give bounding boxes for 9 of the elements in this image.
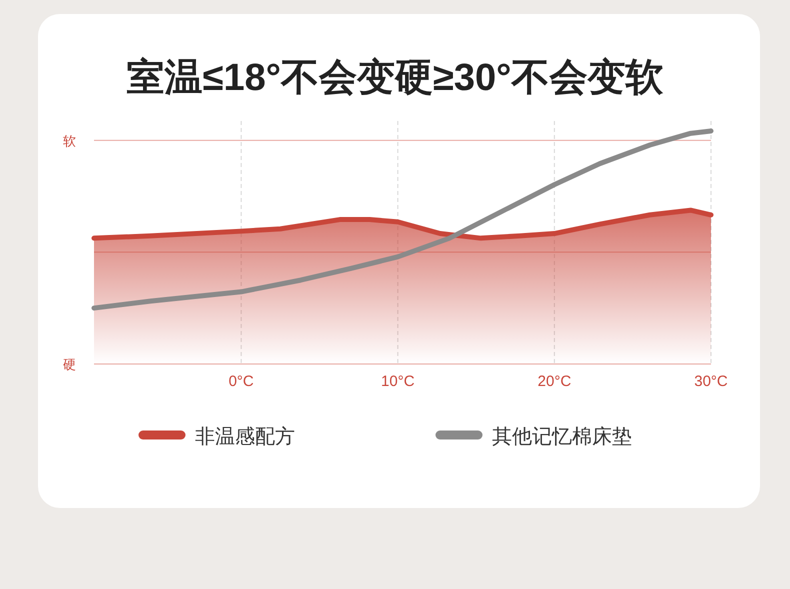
x-tick-label: 0°C: [228, 373, 254, 390]
legend-label: 非温感配方: [195, 425, 295, 448]
x-tick-label: 10°C: [381, 373, 415, 390]
ref-line-label: 软: [63, 133, 76, 148]
chart-title: 室温≤18°不会变硬≥30°不会变软: [126, 56, 664, 99]
legend-label: 其他记忆棉床垫: [492, 426, 632, 448]
x-tick-label: 30°C: [694, 373, 728, 390]
ref-line-label: 硬: [63, 357, 76, 372]
x-tick-label: 20°C: [538, 373, 572, 390]
